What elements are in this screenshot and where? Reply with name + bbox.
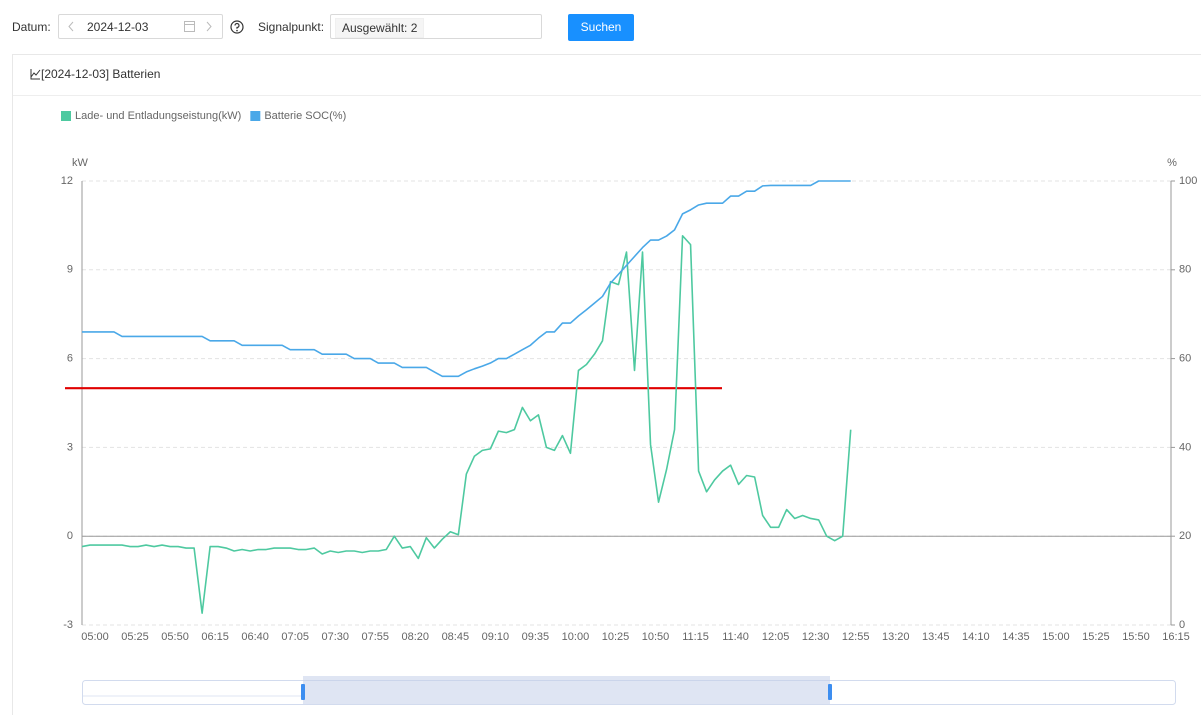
y2-tick-label: 20 — [1179, 530, 1191, 542]
x-tick-label: 05:00 — [81, 631, 109, 643]
zoom-handle[interactable] — [828, 684, 832, 700]
y2-tick-label: 100 — [1179, 175, 1197, 187]
date-value: 2024-12-03 — [87, 20, 149, 34]
y-tick-label: 0 — [67, 530, 73, 542]
date-picker[interactable]: 2024-12-03 — [58, 14, 223, 39]
legend-swatch — [250, 111, 261, 121]
y-axis-name: kW — [72, 157, 89, 169]
x-tick-label: 12:55 — [842, 631, 870, 643]
x-tick-label: 14:35 — [1002, 631, 1030, 643]
calendar-icon — [184, 21, 195, 32]
x-tick-label: 12:30 — [802, 631, 830, 643]
x-tick-label: 05:50 — [161, 631, 189, 643]
series-line — [82, 180, 851, 378]
x-tick-label: 15:50 — [1122, 631, 1150, 643]
legend-swatch — [61, 111, 71, 121]
data-zoom[interactable] — [82, 676, 1176, 705]
signal-label: Signalpunkt: — [258, 20, 325, 34]
x-tick-label: 06:15 — [201, 631, 229, 643]
search-button[interactable]: Suchen — [568, 14, 634, 41]
x-tick-label: 13:20 — [882, 631, 910, 643]
x-tick-label: 08:20 — [402, 631, 430, 643]
y-tick-label: 6 — [67, 353, 73, 365]
x-tick-label: 10:50 — [642, 631, 670, 643]
x-tick-label: 08:45 — [442, 631, 470, 643]
x-tick-label: 05:25 — [121, 631, 149, 643]
y-tick-label: -3 — [63, 619, 73, 631]
panel-title: [2024-12-03] Batterien — [41, 67, 160, 81]
x-tick-label: 10:00 — [562, 631, 590, 643]
prev-arrow[interactable] — [68, 21, 74, 32]
help-icon[interactable] — [230, 20, 244, 34]
zoom-selection[interactable] — [303, 676, 830, 704]
date-label: Datum: — [12, 20, 51, 34]
zoom-handle[interactable] — [301, 684, 305, 700]
panel — [12, 54, 1201, 715]
legend-label: Lade- und Entladungseistung(kW) — [75, 110, 241, 122]
y2-tick-label: 0 — [1179, 619, 1185, 631]
x-tick-label: 07:05 — [281, 631, 309, 643]
x-tick-label: 16:15 — [1162, 631, 1190, 643]
legend-label: Batterie SOC(%) — [264, 110, 346, 122]
y2-tick-label: 80 — [1179, 264, 1191, 276]
x-tick-label: 12:05 — [762, 631, 790, 643]
x-tick-label: 07:55 — [361, 631, 389, 643]
x-tick-label: 11:15 — [682, 631, 709, 643]
x-tick-label: 09:35 — [522, 631, 550, 643]
series-line — [81, 234, 852, 614]
y2-axis-name: % — [1167, 157, 1177, 169]
y2-tick-label: 60 — [1179, 353, 1191, 365]
next-arrow[interactable] — [206, 21, 212, 32]
y-tick-label: 12 — [61, 175, 73, 187]
x-tick-label: 14:10 — [962, 631, 990, 643]
x-tick-label: 06:40 — [241, 631, 269, 643]
date-icons — [68, 21, 212, 32]
y-tick-label: 3 — [67, 441, 73, 453]
signal-select[interactable]: Ausgewählt: 2 — [330, 14, 542, 39]
x-tick-label: 10:25 — [602, 631, 630, 643]
y-tick-label: 9 — [67, 264, 73, 276]
x-tick-label: 13:45 — [922, 631, 950, 643]
x-tick-label: 09:10 — [482, 631, 510, 643]
y2-tick-label: 40 — [1179, 441, 1191, 453]
x-tick-label: 11:40 — [722, 631, 749, 643]
signal-tag: Ausgewählt: 2 — [335, 18, 425, 38]
x-tick-label: 15:00 — [1042, 631, 1070, 643]
x-tick-label: 15:25 — [1082, 631, 1110, 643]
chart-icon — [30, 69, 41, 80]
x-tick-label: 07:30 — [321, 631, 349, 643]
